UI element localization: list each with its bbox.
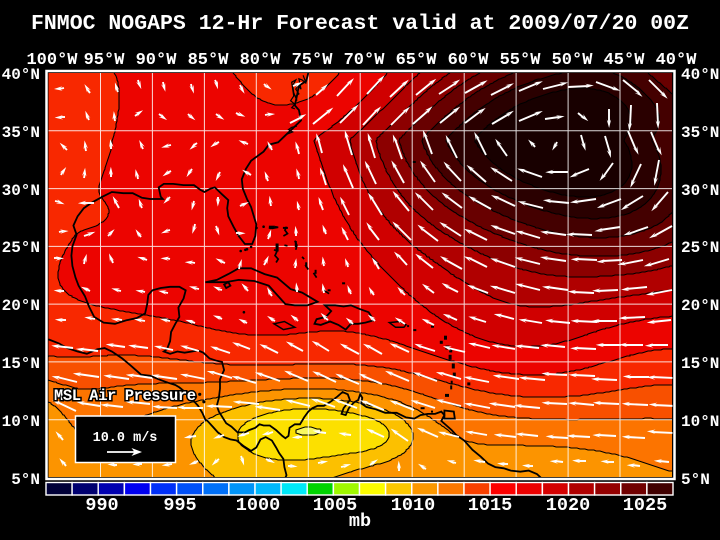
svg-text:30°N: 30°N bbox=[2, 182, 40, 200]
svg-text:5°N: 5°N bbox=[681, 471, 710, 489]
svg-text:65°W: 65°W bbox=[396, 51, 438, 70]
svg-text:10°N: 10°N bbox=[681, 413, 719, 431]
svg-text:1020: 1020 bbox=[546, 495, 590, 516]
svg-text:40°N: 40°N bbox=[681, 66, 719, 84]
svg-text:45°W: 45°W bbox=[604, 51, 646, 70]
svg-text:80°W: 80°W bbox=[240, 51, 282, 70]
svg-text:15°N: 15°N bbox=[681, 355, 719, 373]
svg-text:90°W: 90°W bbox=[136, 51, 178, 70]
svg-text:20°N: 20°N bbox=[2, 297, 40, 315]
svg-text:990: 990 bbox=[85, 495, 118, 516]
svg-text:10°N: 10°N bbox=[2, 413, 40, 431]
svg-text:5°N: 5°N bbox=[11, 471, 40, 489]
svg-text:30°N: 30°N bbox=[681, 182, 719, 200]
svg-text:35°N: 35°N bbox=[2, 124, 40, 142]
svg-text:1005: 1005 bbox=[313, 495, 357, 516]
svg-text:1025: 1025 bbox=[623, 495, 667, 516]
svg-text:70°W: 70°W bbox=[344, 51, 386, 70]
svg-text:35°N: 35°N bbox=[681, 124, 719, 142]
svg-text:995: 995 bbox=[163, 495, 196, 516]
svg-text:1010: 1010 bbox=[391, 495, 435, 516]
svg-text:50°W: 50°W bbox=[552, 51, 594, 70]
svg-text:100°W: 100°W bbox=[26, 51, 78, 70]
svg-text:1015: 1015 bbox=[468, 495, 512, 516]
svg-text:FNMOC NOGAPS 12-Hr Forecast va: FNMOC NOGAPS 12-Hr Forecast valid at 200… bbox=[31, 12, 689, 36]
svg-text:MSL Air Pressure: MSL Air Pressure bbox=[54, 387, 196, 405]
svg-text:40°N: 40°N bbox=[2, 66, 40, 84]
svg-text:75°W: 75°W bbox=[292, 51, 334, 70]
svg-text:15°N: 15°N bbox=[2, 355, 40, 373]
svg-text:20°N: 20°N bbox=[681, 297, 719, 315]
svg-text:25°N: 25°N bbox=[2, 239, 40, 257]
svg-text:55°W: 55°W bbox=[500, 51, 542, 70]
svg-text:85°W: 85°W bbox=[188, 51, 230, 70]
svg-text:40°W: 40°W bbox=[656, 51, 698, 70]
svg-text:25°N: 25°N bbox=[681, 239, 719, 257]
svg-text:95°W: 95°W bbox=[84, 51, 126, 70]
svg-text:60°W: 60°W bbox=[448, 51, 490, 70]
svg-text:10.0 m/s: 10.0 m/s bbox=[93, 431, 158, 446]
svg-text:1000: 1000 bbox=[236, 495, 280, 516]
svg-text:mb: mb bbox=[349, 511, 371, 532]
